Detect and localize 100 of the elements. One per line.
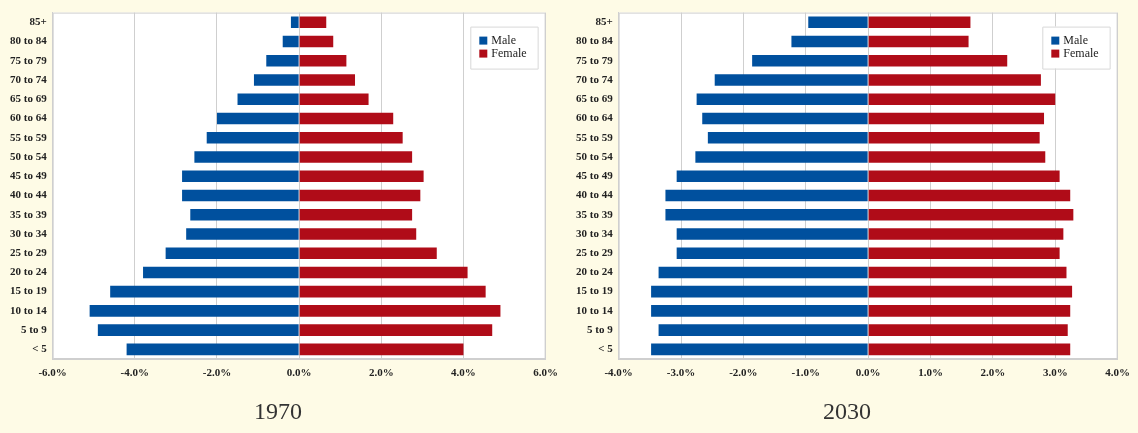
y-tick-label: 55 to 59 bbox=[575, 130, 614, 143]
legend-label: Female bbox=[491, 45, 527, 60]
y-tick-label: 65 to 69 bbox=[9, 92, 48, 105]
bar bbox=[676, 228, 868, 240]
y-tick-label: 5 to 9 bbox=[20, 322, 48, 335]
y-tick-label: 60 to 64 bbox=[9, 111, 48, 124]
bar bbox=[868, 112, 1045, 125]
y-tick-label: 75 to 79 bbox=[9, 53, 48, 66]
bar bbox=[868, 170, 1060, 182]
y-tick-label: 35 to 39 bbox=[9, 207, 48, 220]
x-tick-label: 3.0% bbox=[1042, 366, 1068, 379]
bar bbox=[752, 54, 868, 67]
y-tick-label: 20 to 24 bbox=[9, 265, 48, 278]
bar bbox=[299, 189, 421, 202]
bar bbox=[299, 228, 417, 240]
y-tick-label: 65 to 69 bbox=[575, 92, 614, 105]
text: 2030 bbox=[823, 397, 871, 424]
bar bbox=[651, 285, 868, 298]
y-tick-label: 40 to 44 bbox=[575, 188, 614, 201]
bar bbox=[868, 189, 1071, 202]
y-tick-label: 55 to 59 bbox=[9, 130, 48, 143]
bar bbox=[695, 151, 868, 163]
bar bbox=[299, 208, 413, 221]
bar bbox=[299, 74, 356, 86]
bar bbox=[868, 93, 1056, 105]
bar bbox=[143, 266, 299, 279]
bar bbox=[299, 131, 403, 144]
x-tick-label: 4.0% bbox=[1105, 366, 1130, 379]
y-tick-label: 25 to 29 bbox=[575, 246, 614, 258]
y-tick-label: 25 to 29 bbox=[9, 246, 48, 258]
bar bbox=[182, 189, 299, 202]
y-tick-label: 75 to 79 bbox=[575, 53, 614, 66]
bar bbox=[126, 343, 299, 356]
bar bbox=[665, 208, 868, 221]
bar bbox=[216, 112, 299, 125]
bar bbox=[237, 93, 299, 105]
x-tick-label: -4.0% bbox=[604, 366, 633, 379]
y-tick-label: 10 to 14 bbox=[575, 303, 614, 316]
y-tick-label: < 5 bbox=[32, 342, 48, 355]
x-tick-label: 1.0% bbox=[918, 366, 943, 379]
bar bbox=[676, 170, 868, 182]
bar bbox=[253, 74, 299, 86]
y-tick-label: 50 to 54 bbox=[9, 149, 48, 162]
bar bbox=[868, 228, 1064, 240]
y-tick-label: 10 to 14 bbox=[9, 303, 48, 316]
bar bbox=[299, 112, 394, 125]
bar bbox=[266, 54, 299, 67]
x-tick-label: -1.0% bbox=[791, 366, 820, 379]
bar bbox=[97, 324, 299, 336]
bar bbox=[868, 343, 1071, 356]
x-tick-label: -4.0% bbox=[120, 366, 150, 379]
y-tick-label: 80 to 84 bbox=[9, 34, 48, 47]
y-tick-label: < 5 bbox=[598, 342, 614, 355]
y-tick-label: 40 to 44 bbox=[9, 188, 48, 201]
y-tick-label: 70 to 74 bbox=[9, 72, 48, 85]
bar bbox=[707, 131, 868, 144]
y-tick-label: 5 to 9 bbox=[586, 322, 614, 335]
bar bbox=[182, 170, 299, 182]
bar bbox=[702, 112, 868, 125]
bar bbox=[676, 247, 868, 259]
bar bbox=[868, 131, 1040, 144]
bar bbox=[194, 151, 299, 163]
x-tick-label: 6.0% bbox=[533, 366, 558, 379]
bar bbox=[299, 16, 327, 28]
x-tick-label: 2.0% bbox=[980, 366, 1006, 379]
bar bbox=[868, 74, 1041, 86]
x-tick-label: -2.0% bbox=[202, 366, 232, 379]
y-tick-label: 70 to 74 bbox=[575, 72, 614, 85]
bar bbox=[791, 35, 868, 48]
x-tick-label: 4.0% bbox=[451, 366, 476, 379]
y-tick-label: 60 to 64 bbox=[575, 111, 614, 124]
bar bbox=[651, 305, 868, 317]
legend-label: Male bbox=[491, 32, 516, 47]
legend-label: Female bbox=[1063, 45, 1099, 60]
bar bbox=[299, 266, 468, 279]
bar bbox=[868, 324, 1068, 336]
bar bbox=[868, 151, 1046, 163]
y-tick-label: 50 to 54 bbox=[575, 149, 614, 162]
bar bbox=[658, 324, 868, 336]
bar bbox=[299, 305, 501, 317]
bar bbox=[868, 54, 1008, 67]
bar bbox=[714, 74, 868, 86]
legend-label: Male bbox=[1063, 32, 1088, 47]
y-tick-label: 20 to 24 bbox=[575, 265, 614, 278]
text: 1970 bbox=[254, 397, 302, 424]
y-tick-label: 30 to 34 bbox=[575, 226, 614, 239]
bar bbox=[299, 170, 424, 182]
bar bbox=[808, 16, 868, 28]
bar bbox=[186, 228, 299, 240]
bar bbox=[868, 305, 1071, 317]
y-tick-label: 30 to 34 bbox=[9, 226, 48, 239]
x-tick-label: -3.0% bbox=[666, 366, 696, 379]
bar bbox=[299, 247, 437, 259]
bar bbox=[299, 343, 464, 356]
y-tick-label: 15 to 19 bbox=[9, 284, 48, 297]
bar bbox=[651, 343, 868, 356]
bar bbox=[868, 16, 971, 28]
bar bbox=[299, 324, 493, 336]
x-tick-label: 0.0% bbox=[286, 366, 312, 379]
bar bbox=[299, 151, 413, 163]
